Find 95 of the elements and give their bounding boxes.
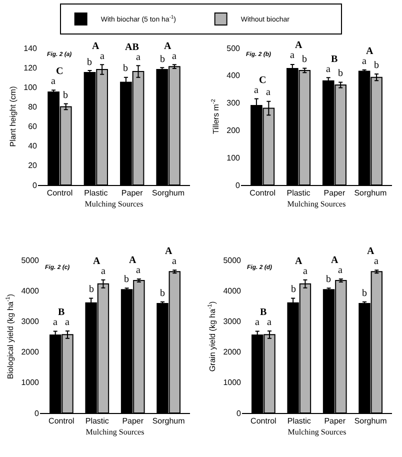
annotation: C [259, 75, 266, 86]
data-label: b [302, 54, 307, 65]
y-tick-label: 40 [28, 142, 38, 151]
annotation: B [331, 54, 338, 65]
annotation: A [92, 41, 100, 52]
data-label: a [303, 266, 308, 277]
y-tick-label: 500 [226, 44, 241, 53]
x-tick-label: Paper [324, 416, 346, 426]
y-tick-label: 1000 [21, 378, 40, 388]
y-tick-label: 300 [226, 98, 241, 108]
data-label: a [136, 265, 141, 276]
data-label: a [136, 52, 141, 63]
x-tick-label: Sorghum [354, 188, 387, 198]
y-tick-label: 200 [226, 126, 241, 135]
data-label: a [338, 265, 343, 276]
data-label: a [326, 64, 331, 75]
data-label: a [172, 51, 177, 62]
y-tick-label: 60 [28, 122, 38, 132]
y-tick-label: 0 [32, 180, 38, 190]
x-tick-label: Sorghum [152, 188, 185, 198]
x-tick-label: Control [46, 188, 73, 198]
annotation: A [366, 46, 374, 57]
data-label: a [254, 85, 259, 96]
y-tick-label: 3000 [223, 317, 242, 326]
data-label: b [160, 54, 165, 65]
y-tick-label: 140 [24, 44, 38, 53]
data-label: b [374, 60, 379, 71]
data-label: a [101, 266, 106, 277]
y-tick-label: 4000 [21, 286, 40, 296]
x-tick-label: Plastic [84, 188, 108, 198]
data-label: a [53, 317, 58, 328]
y-tick-label: 20 [28, 161, 38, 170]
annotation: C [56, 66, 64, 77]
x-tick-label: Control [250, 188, 276, 198]
annotation: A [93, 256, 101, 267]
y-tick-label: 80 [28, 102, 38, 112]
y-tick-label: 120 [24, 63, 38, 72]
data-label: a [65, 317, 70, 328]
data-label: b [89, 284, 94, 295]
y-tick-label: 0 [236, 408, 242, 418]
data-label: a [267, 317, 272, 328]
data-label: a [290, 50, 295, 61]
data-label: b [63, 90, 68, 101]
y-tick-label: 2000 [223, 348, 242, 357]
data-label: b [160, 288, 165, 299]
y-tick-label: 0 [236, 180, 241, 190]
x-tick-label: Paper [122, 416, 144, 426]
x-axis-title: Mulching Sources [287, 200, 346, 209]
data-label: a [255, 317, 260, 328]
annotation: A [129, 255, 137, 266]
annotation: A [331, 255, 339, 266]
data-label: b [326, 274, 331, 285]
y-tick-label: 0 [34, 408, 40, 418]
annotation: A [295, 40, 303, 51]
y-tick-label: 2000 [21, 348, 40, 357]
data-label: a [51, 76, 56, 87]
y-tick-label: 3000 [21, 317, 40, 326]
y-tick-label: 100 [226, 153, 241, 162]
annotation: A [295, 256, 303, 267]
data-label: b [123, 63, 128, 74]
y-tick-label: 100 [24, 82, 38, 92]
annotation: AB [125, 42, 140, 53]
annotation: A [164, 41, 172, 52]
data-label: b [362, 288, 367, 299]
data-label: a [374, 256, 379, 267]
x-tick-label: Plastic [85, 416, 109, 426]
y-tick-label: 4000 [223, 286, 242, 296]
y-tick-label: 5000 [223, 256, 242, 265]
data-label: b [87, 57, 92, 68]
x-tick-label: Control [250, 416, 277, 426]
x-tick-label: Paper [121, 188, 144, 198]
annotation: B [58, 307, 65, 318]
x-tick-label: Sorghum [152, 416, 186, 426]
data-label: a [362, 56, 367, 67]
y-tick-label: 5000 [21, 256, 40, 265]
x-tick-label: Sorghum [354, 416, 388, 426]
y-tick-label: 400 [226, 71, 241, 80]
x-axis-title: Mulching Sources [86, 428, 144, 437]
data-label: a [100, 51, 105, 62]
data-label: b [291, 284, 296, 295]
x-tick-label: Paper [324, 188, 346, 198]
x-axis-title: Mulching Sources [288, 428, 346, 437]
data-label: b [338, 68, 343, 79]
text: A [165, 246, 173, 257]
y-axis-title: Plant height (cm) [8, 86, 18, 147]
data-label: a [266, 87, 271, 98]
text: A [367, 246, 375, 257]
data-label: a [172, 256, 177, 267]
x-axis-title: Mulching Sources [84, 200, 144, 209]
x-tick-label: Control [48, 416, 75, 426]
y-tick-label: 1000 [223, 378, 242, 388]
x-tick-label: Plastic [287, 416, 311, 426]
x-tick-label: Plastic [286, 188, 310, 198]
data-label: b [124, 274, 129, 285]
annotation: B [260, 307, 267, 318]
